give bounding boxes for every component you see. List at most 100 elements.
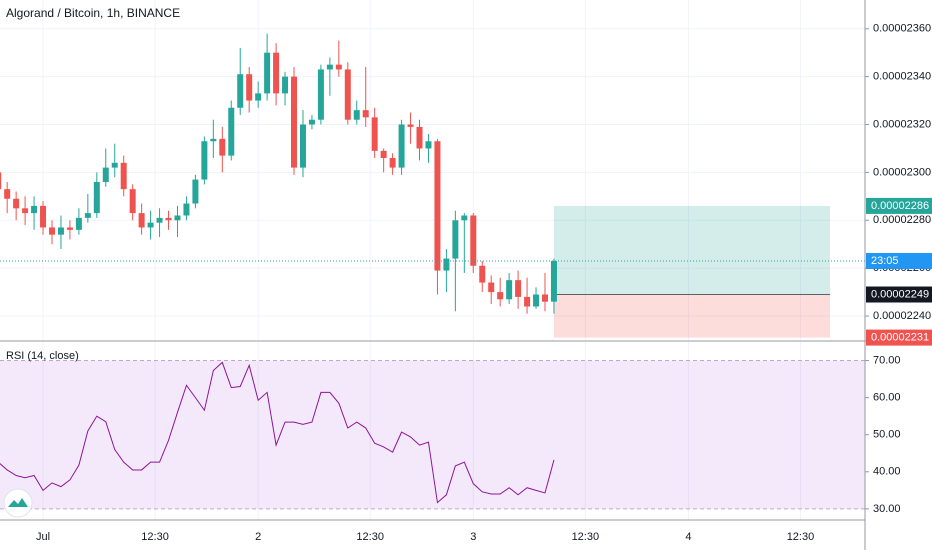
candle-body (246, 74, 253, 101)
candle-body (407, 124, 414, 127)
candle-body (66, 227, 73, 230)
candle-body (57, 227, 64, 235)
x-tick-label: Jul (36, 531, 50, 543)
candle-body (515, 280, 522, 297)
candle-body (497, 292, 504, 300)
candle-body (210, 138, 217, 142)
chart-title: Algorand / Bitcoin, 1h, BINANCE (6, 6, 180, 20)
candle-body (479, 265, 486, 283)
candle-body (174, 215, 181, 221)
candle-body (4, 189, 11, 199)
candle-body (371, 117, 378, 151)
stop-label: 0.00002231 (871, 332, 929, 344)
candle-body (317, 69, 324, 120)
rsi-tick-label: 50.00 (873, 429, 901, 441)
x-tick-label: 12:30 (572, 531, 600, 543)
rsi-title: RSI (14, close) (6, 350, 79, 362)
candle-body (398, 124, 405, 168)
y-tick-label: 0.00002320 (873, 118, 931, 130)
candle-body (425, 141, 432, 149)
candle-body (550, 260, 557, 302)
y-tick-label: 0.00002340 (873, 71, 931, 83)
grid (0, 0, 865, 520)
candle-body (22, 208, 29, 214)
candle-body (84, 213, 91, 218)
candle-body (129, 189, 136, 214)
candle-body (434, 141, 441, 271)
candle-body (156, 217, 163, 223)
candle-body (264, 52, 271, 94)
x-tick-label: 4 (685, 531, 691, 543)
candle-body (461, 215, 468, 221)
x-tick-label: 12:30 (141, 531, 169, 543)
entry-label: 0.00002249 (871, 288, 929, 300)
candle-body (192, 179, 199, 204)
candle-body (93, 181, 100, 214)
rsi-tick-label: 30.00 (873, 503, 901, 515)
target-label: 0.00002286 (871, 200, 929, 212)
candle-body (48, 227, 55, 235)
candle-body (0, 172, 2, 190)
candle-body (389, 158, 396, 168)
rsi-tick-label: 70.00 (873, 354, 901, 366)
candle-body (31, 205, 38, 214)
candle-body (273, 52, 280, 94)
candle-body (219, 138, 226, 156)
candle-body (201, 141, 208, 180)
loss-zone (553, 294, 830, 338)
y-tick-label: 0.00002360 (873, 23, 931, 35)
candle-body (443, 258, 450, 271)
candle-body (380, 150, 387, 159)
labels: Jul 12:30 2 12:30 3 12:30 4 12:30 0.00002240 0.00… (36, 23, 932, 543)
countdown-label: 23:05 (871, 255, 899, 267)
logo[interactable] (3, 488, 33, 518)
candle-body (541, 294, 548, 302)
candle-body (102, 167, 109, 182)
candle-body (165, 217, 172, 221)
candle-body (308, 119, 315, 125)
candle-body (452, 220, 459, 259)
y-tick-label: 0.00002240 (873, 310, 931, 322)
stop-label-box (866, 329, 932, 346)
candle-body (111, 162, 118, 168)
candle-body (335, 64, 342, 70)
candle-body (470, 215, 477, 266)
x-tick-label: 12:30 (356, 531, 384, 543)
profit-zone (553, 205, 830, 295)
candle-body (138, 213, 145, 228)
rsi-tick-label: 60.00 (873, 392, 901, 404)
candle-body (506, 280, 513, 300)
candle-body (353, 110, 360, 120)
rsi-line (0, 361, 555, 504)
candle-body (362, 110, 369, 118)
candle-body (75, 217, 82, 230)
marks (0, 33, 865, 504)
candle-body (228, 107, 235, 156)
target-label-box (866, 197, 932, 214)
candle-body (282, 76, 289, 94)
candle-body (299, 124, 306, 168)
x-tick-label: 2 (255, 531, 261, 543)
y-tick-label: 0.00002300 (873, 166, 931, 178)
rsi-band (0, 360, 865, 509)
candle-body (524, 296, 531, 307)
candle-body (147, 222, 154, 228)
rsi-tick-label: 40.00 (873, 466, 901, 478)
x-tick-label: 12:30 (787, 531, 815, 543)
candle-body (255, 93, 262, 101)
candle-body (13, 198, 20, 209)
candle-body (326, 64, 333, 70)
candle-body (120, 162, 127, 190)
countdown-label-box (866, 252, 932, 269)
candle-body (237, 74, 244, 108)
x-tick-label: 3 (470, 531, 476, 543)
entry-label-box (866, 286, 932, 303)
candle-body (416, 126, 423, 149)
candle-body (40, 205, 47, 228)
candle-body (291, 76, 298, 168)
candle-body (183, 203, 190, 216)
candle-body (488, 282, 495, 293)
candle-body (344, 69, 351, 120)
y-tick-label: 0.00002280 (873, 214, 931, 226)
